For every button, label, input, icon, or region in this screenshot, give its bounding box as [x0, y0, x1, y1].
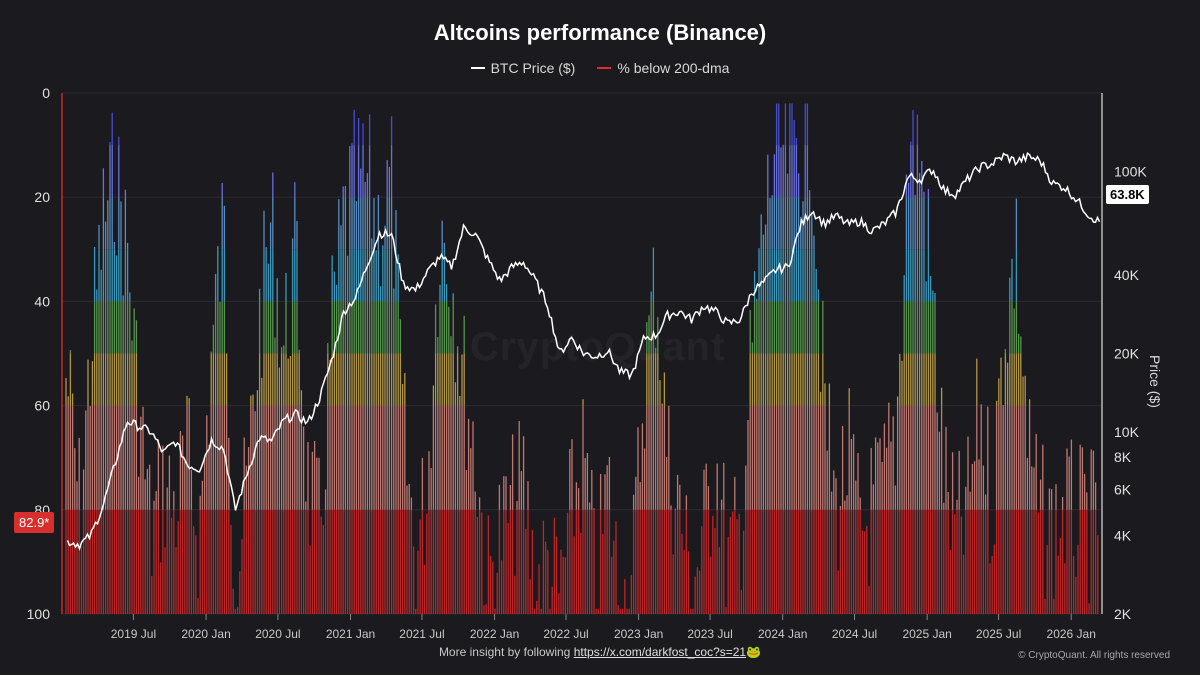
x-tick-label: 2021 Jul [399, 627, 444, 641]
legend-item-btc[interactable]: BTC Price ($) [470, 60, 576, 76]
legend-label-btc: BTC Price ($) [490, 60, 576, 76]
x-tick-label: 2023 Jan [614, 627, 663, 641]
x-tick-label: 2025 Jan [902, 627, 951, 641]
x-tick-label: 2026 Jan [1047, 627, 1096, 641]
y-left-tick-label: 20 [34, 189, 50, 205]
x-tick-label: 2024 Jan [758, 627, 807, 641]
y-left-tick-label: 100 [27, 606, 51, 622]
legend-item-below-200dma[interactable]: % below 200-dma [597, 60, 729, 76]
y-right-tick-label: 2K [1114, 606, 1132, 622]
y-right-tick-label: 10K [1114, 424, 1140, 440]
x-tick-label: 2022 Jan [470, 627, 519, 641]
frog-icon: 🐸 [746, 645, 762, 659]
last-value-right-badge: 63.8K [1106, 185, 1149, 204]
y-right-tick-label: 40K [1114, 267, 1140, 283]
legend-label-below-200dma: % below 200-dma [617, 60, 730, 76]
legend-swatch-below-200dma [597, 67, 612, 69]
y-right-tick-label: 100K [1114, 163, 1147, 179]
legend-swatch-btc [470, 67, 485, 69]
watermark: CryptoQuant [470, 325, 725, 370]
y-axis-right-title: Price ($) [1147, 355, 1163, 408]
y-right-tick-label: 6K [1114, 482, 1132, 498]
copyright: © CryptoQuant. All rights reserved [1018, 650, 1170, 661]
footer-link[interactable]: https://x.com/darkfost_coc?s=21 [573, 645, 747, 659]
x-tick-label: 2024 Jul [832, 627, 877, 641]
x-tick-label: 2022 Jul [543, 627, 588, 641]
footer: More insight by following https://x.com/… [0, 645, 1200, 659]
x-tick-label: 2023 Jul [687, 627, 732, 641]
y-left-tick-label: 40 [34, 293, 50, 309]
btc-price-line [66, 151, 1101, 551]
y-right-tick-label: 4K [1114, 528, 1132, 544]
x-tick-label: 2021 Jan [326, 627, 375, 641]
chart-title: Altcoins performance (Binance) [433, 20, 767, 45]
y-left-tick-label: 0 [42, 85, 50, 101]
x-tick-label: 2019 Jul [111, 627, 156, 641]
last-value-left-badge: 82.9* [14, 512, 55, 533]
y-left-tick-label: 60 [34, 398, 50, 414]
x-tick-label: 2020 Jul [255, 627, 300, 641]
legend: BTC Price ($) % below 200-dma [0, 60, 1200, 76]
x-tick-label: 2025 Jul [976, 627, 1021, 641]
x-tick-label: 2020 Jan [181, 627, 230, 641]
footer-text: More insight by following [438, 645, 571, 659]
y-right-tick-label: 8K [1114, 449, 1132, 465]
y-right-tick-label: 20K [1114, 346, 1140, 362]
